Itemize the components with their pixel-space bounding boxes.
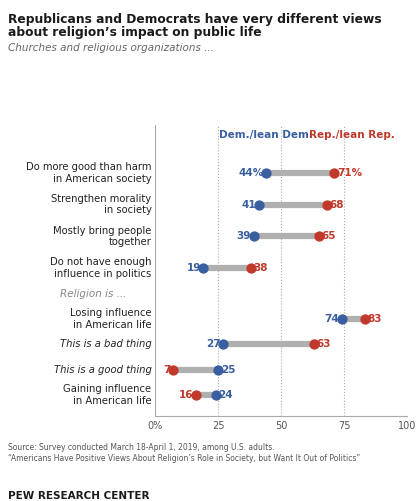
Point (255, 200, 262, 208)
Point (339, 315, 345, 323)
Text: 65: 65 (322, 231, 336, 241)
Text: 27: 27 (206, 339, 221, 349)
Text: 41: 41 (241, 199, 256, 209)
Point (170, 366, 176, 374)
Point (361, 315, 368, 323)
Point (311, 340, 318, 348)
Text: about religion’s impact on public life: about religion’s impact on public life (8, 26, 262, 39)
Point (213, 391, 219, 399)
Text: 24: 24 (218, 390, 233, 400)
Text: 7: 7 (163, 365, 171, 375)
Text: Losing influence
in American life: Losing influence in American life (70, 308, 152, 330)
Text: PEW RESEARCH CENTER: PEW RESEARCH CENTER (8, 491, 150, 501)
Text: Gaining influence
in American life: Gaining influence in American life (63, 384, 152, 406)
Text: 63: 63 (317, 339, 331, 349)
Text: Churches and religious organizations ...: Churches and religious organizations ... (8, 43, 214, 53)
Text: 44%: 44% (239, 168, 264, 178)
Text: 19: 19 (186, 263, 201, 273)
Text: Source: Survey conducted March 18-April 1, 2019, among U.S. adults.
“Americans H: Source: Survey conducted March 18-April … (8, 443, 361, 463)
Point (263, 169, 270, 177)
Point (331, 169, 338, 177)
Point (215, 366, 222, 374)
Text: 68: 68 (329, 199, 344, 209)
Text: This is a bad thing: This is a bad thing (60, 339, 152, 349)
Text: Mostly bring people
together: Mostly bring people together (53, 225, 152, 247)
Point (323, 200, 330, 208)
Text: Strengthen morality
in society: Strengthen morality in society (52, 194, 152, 215)
Point (192, 391, 199, 399)
Text: Religion is ...: Religion is ... (60, 289, 126, 299)
Point (248, 264, 255, 272)
Text: 25: 25 (221, 365, 236, 375)
Text: 71%: 71% (337, 168, 362, 178)
Point (250, 232, 257, 240)
Text: Dem./lean Dem.: Dem./lean Dem. (219, 130, 313, 140)
Text: Do more good than harm
in American society: Do more good than harm in American socie… (26, 162, 152, 184)
Text: Rep./lean Rep.: Rep./lean Rep. (309, 130, 395, 140)
Text: 83: 83 (367, 314, 382, 324)
Text: 16: 16 (178, 390, 193, 400)
Text: 38: 38 (254, 263, 268, 273)
Text: Do not have enough
influence in politics: Do not have enough influence in politics (50, 258, 152, 279)
Text: 74: 74 (325, 314, 339, 324)
Point (220, 340, 227, 348)
Text: Republicans and Democrats have very different views: Republicans and Democrats have very diff… (8, 13, 382, 26)
Text: This is a good thing: This is a good thing (54, 365, 152, 375)
Point (200, 264, 207, 272)
Point (316, 232, 323, 240)
Text: 39: 39 (237, 231, 251, 241)
